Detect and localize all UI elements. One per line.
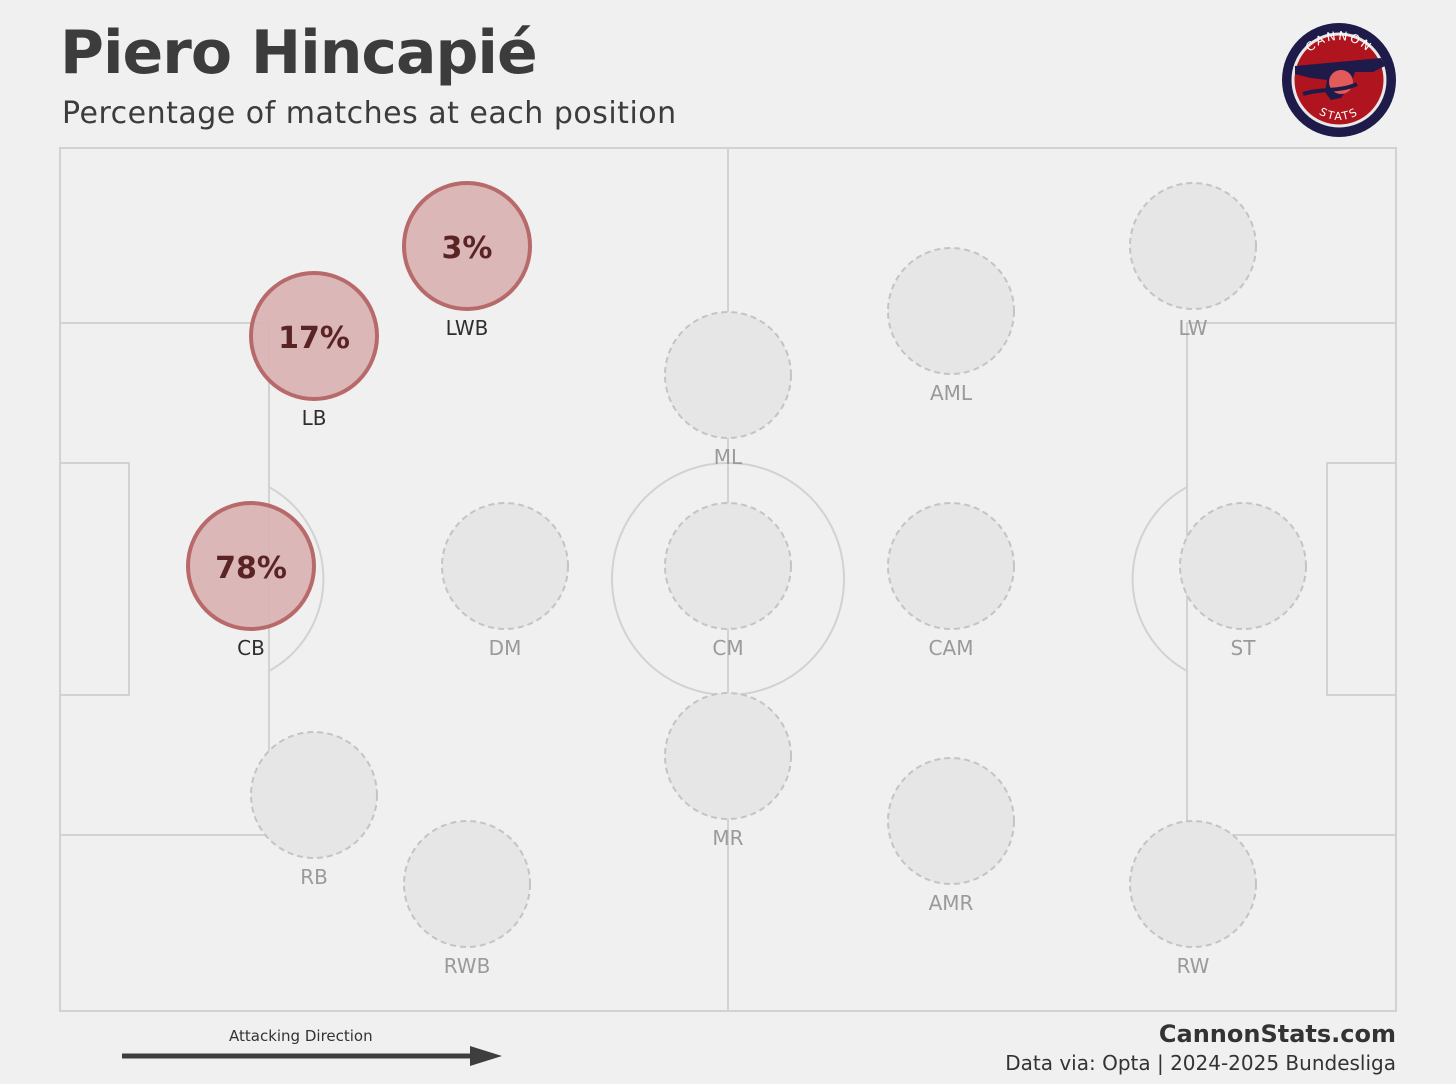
svg-text:STATS: STATS — [1317, 105, 1361, 123]
position-value-lb: 17% — [278, 321, 350, 356]
right-six-yard-box — [1326, 462, 1397, 696]
position-marker-cm — [664, 502, 792, 630]
cannon-stats-logo: CANNON STATS — [1282, 23, 1396, 137]
position-label-dm: DM — [489, 636, 522, 660]
position-marker-rw — [1129, 820, 1257, 948]
position-marker-dm — [441, 502, 569, 630]
position-marker-rwb — [403, 820, 531, 948]
position-marker-cb — [186, 501, 316, 631]
position-marker-lw — [1129, 182, 1257, 310]
position-label-rw: RW — [1177, 954, 1210, 978]
position-marker-aml — [887, 247, 1015, 375]
page-subtitle: Percentage of matches at each position — [62, 96, 677, 131]
left-penalty-arc — [268, 486, 325, 672]
logo-bottom-text: STATS — [1317, 105, 1359, 123]
attacking-direction-arrow — [122, 1046, 502, 1066]
position-label-cb: CB — [237, 636, 265, 660]
position-label-rwb: RWB — [444, 954, 491, 978]
position-label-lw: LW — [1178, 316, 1207, 340]
position-label-amr: AMR — [929, 891, 974, 915]
position-marker-amr — [887, 757, 1015, 885]
right-penalty-arc — [1131, 486, 1188, 672]
position-label-mr: MR — [712, 826, 743, 850]
left-six-yard-box — [59, 462, 130, 696]
position-label-lwb: LWB — [446, 316, 489, 340]
position-label-aml: AML — [930, 381, 973, 405]
position-label-st: ST — [1231, 636, 1257, 660]
position-marker-cam — [887, 502, 1015, 630]
position-marker-rb — [250, 731, 378, 859]
position-label-cam: CAM — [929, 636, 974, 660]
page-title: Piero Hincapié — [60, 18, 538, 88]
position-marker-mr — [664, 692, 792, 820]
attacking-direction-label: Attacking Direction — [229, 1027, 373, 1045]
position-marker-lb — [249, 271, 379, 401]
position-marker-ml — [664, 311, 792, 439]
position-marker-st — [1179, 502, 1307, 630]
position-label-cm: CM — [712, 636, 743, 660]
data-source: Data via: Opta | 2024-2025 Bundesliga — [1005, 1051, 1396, 1075]
position-value-lwb: 3% — [442, 231, 493, 266]
position-label-rb: RB — [300, 865, 328, 889]
position-marker-lwb — [402, 181, 532, 311]
site-name: CannonStats.com — [1158, 1020, 1396, 1048]
position-label-lb: LB — [302, 406, 327, 430]
position-value-cb: 78% — [215, 551, 287, 586]
position-label-ml: ML — [714, 445, 743, 469]
